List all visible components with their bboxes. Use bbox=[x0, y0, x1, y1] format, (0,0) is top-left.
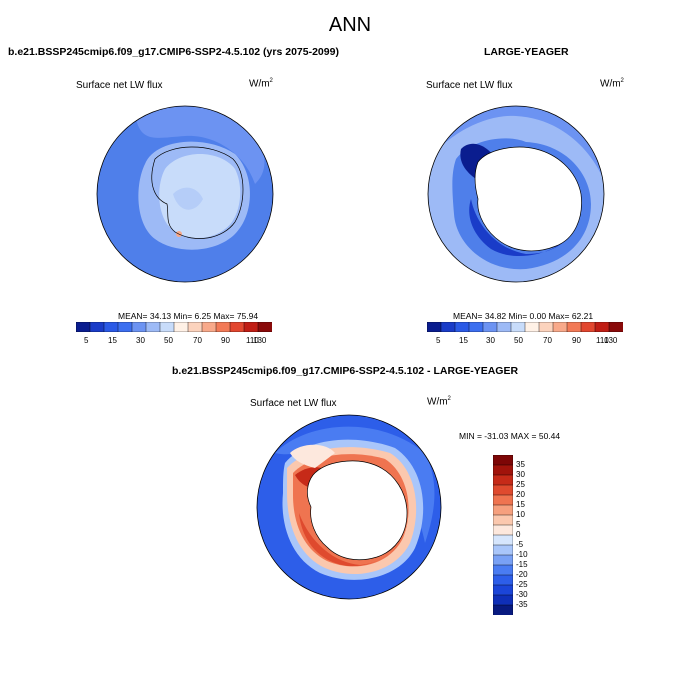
colorbar-swatch bbox=[493, 604, 513, 615]
model-units-label: W/m2 bbox=[249, 78, 273, 90]
colorbar-swatch bbox=[215, 322, 231, 332]
colorbar-swatch bbox=[229, 322, 245, 332]
colorbar-swatch bbox=[493, 594, 513, 606]
diff-stats: MIN = -31.03 MAX = 50.44 bbox=[459, 431, 561, 441]
cbar-label: 50 bbox=[514, 336, 523, 345]
colorbar-swatch bbox=[117, 322, 133, 332]
cbar-label: 5 bbox=[436, 336, 441, 345]
colorbar-swatch bbox=[243, 322, 259, 332]
colorbar-swatch bbox=[493, 544, 513, 556]
cbar-label: 20 bbox=[516, 490, 525, 499]
colorbar-swatch bbox=[493, 455, 513, 466]
model-colorbar bbox=[76, 322, 272, 332]
obs-field-label: Surface net LW flux bbox=[426, 80, 513, 91]
colorbar-swatch bbox=[131, 322, 147, 332]
cbar-label: 130 bbox=[604, 336, 618, 345]
colorbar-swatch bbox=[493, 524, 513, 536]
colorbar-swatch bbox=[257, 322, 272, 332]
colorbar-swatch bbox=[608, 322, 623, 332]
colorbar-swatch bbox=[493, 574, 513, 586]
colorbar-swatch bbox=[493, 584, 513, 596]
cbar-label: 15 bbox=[459, 336, 468, 345]
colorbar-swatch bbox=[103, 322, 119, 332]
colorbar-swatch bbox=[538, 322, 554, 332]
colorbar-swatch bbox=[173, 322, 189, 332]
model-case-title: b.e21.BSSP245cmip6.f09_g17.CMIP6-SSP2-4.… bbox=[8, 46, 339, 58]
cbar-label: -20 bbox=[516, 570, 528, 579]
colorbar-swatch bbox=[493, 474, 513, 486]
diff-case-title: b.e21.BSSP245cmip6.f09_g17.CMIP6-SSP2-4.… bbox=[172, 365, 519, 377]
cbar-label: 130 bbox=[253, 336, 267, 345]
cbar-label: 30 bbox=[136, 336, 145, 345]
cbar-label: 110 bbox=[246, 336, 259, 345]
cbar-label: 35 bbox=[516, 460, 525, 469]
cbar-label: 70 bbox=[543, 336, 552, 345]
colorbar-swatch bbox=[159, 322, 175, 332]
colorbar-swatch bbox=[493, 504, 513, 516]
diff-polar-map bbox=[256, 414, 442, 600]
colorbar-swatch bbox=[493, 494, 513, 506]
colorbar-swatch bbox=[76, 322, 91, 332]
cbar-label: -30 bbox=[516, 590, 528, 599]
colorbar-swatch bbox=[493, 534, 513, 546]
colorbar-swatch bbox=[510, 322, 526, 332]
model-field-label: Surface net LW flux bbox=[76, 80, 163, 91]
obs-colorbar bbox=[427, 322, 623, 332]
diff-units-label: W/m2 bbox=[427, 396, 451, 408]
cbar-label: 15 bbox=[516, 500, 525, 509]
colorbar-swatch bbox=[566, 322, 582, 332]
cbar-label: -15 bbox=[516, 560, 528, 569]
colorbar-swatch bbox=[440, 322, 456, 332]
colorbar-swatch bbox=[493, 564, 513, 576]
obs-units-label: W/m2 bbox=[600, 78, 624, 90]
cbar-label: 90 bbox=[572, 336, 581, 345]
cbar-label: -5 bbox=[516, 540, 524, 549]
cbar-label: 15 bbox=[108, 336, 117, 345]
colorbar-swatch bbox=[524, 322, 540, 332]
colorbar-swatch bbox=[493, 464, 513, 476]
diff-field-label: Surface net LW flux bbox=[250, 398, 337, 409]
cbar-label: 90 bbox=[221, 336, 230, 345]
colorbar-swatch bbox=[482, 322, 498, 332]
colorbar-swatch bbox=[427, 322, 442, 332]
cbar-label: -25 bbox=[516, 580, 528, 589]
cbar-label: 30 bbox=[486, 336, 495, 345]
colorbar-swatch bbox=[187, 322, 203, 332]
diff-colorbar bbox=[493, 455, 513, 615]
cbar-label: 25 bbox=[516, 480, 525, 489]
obs-stats: MEAN= 34.82 Min= 0.00 Max= 62.21 bbox=[453, 311, 594, 321]
colorbar-swatch bbox=[89, 322, 105, 332]
cbar-label: 0 bbox=[516, 530, 521, 539]
colorbar-swatch bbox=[594, 322, 610, 332]
colorbar-swatch bbox=[201, 322, 217, 332]
colorbar-swatch bbox=[493, 484, 513, 496]
obs-case-title: LARGE-YEAGER bbox=[484, 46, 569, 58]
colorbar-swatch bbox=[552, 322, 568, 332]
cbar-label: -10 bbox=[516, 550, 528, 559]
cbar-label: 5 bbox=[84, 336, 89, 345]
cbar-label: 110 bbox=[596, 336, 609, 345]
cbar-label: 70 bbox=[193, 336, 202, 345]
cbar-label: 30 bbox=[516, 470, 525, 479]
colorbar-swatch bbox=[468, 322, 484, 332]
colorbar-swatch bbox=[145, 322, 161, 332]
model-stats: MEAN= 34.13 Min= 6.25 Max= 75.94 bbox=[118, 311, 259, 321]
colorbar-swatch bbox=[580, 322, 596, 332]
page-title: ANN bbox=[328, 14, 372, 36]
colorbar-swatch bbox=[493, 514, 513, 526]
cbar-label: 5 bbox=[516, 520, 521, 529]
cbar-label: 10 bbox=[516, 510, 525, 519]
cbar-label: -35 bbox=[516, 600, 528, 609]
colorbar-swatch bbox=[493, 554, 513, 566]
model-polar-map bbox=[96, 105, 274, 283]
colorbar-swatch bbox=[496, 322, 512, 332]
cbar-label: 50 bbox=[164, 336, 173, 345]
colorbar-swatch bbox=[454, 322, 470, 332]
obs-polar-map bbox=[427, 105, 605, 283]
